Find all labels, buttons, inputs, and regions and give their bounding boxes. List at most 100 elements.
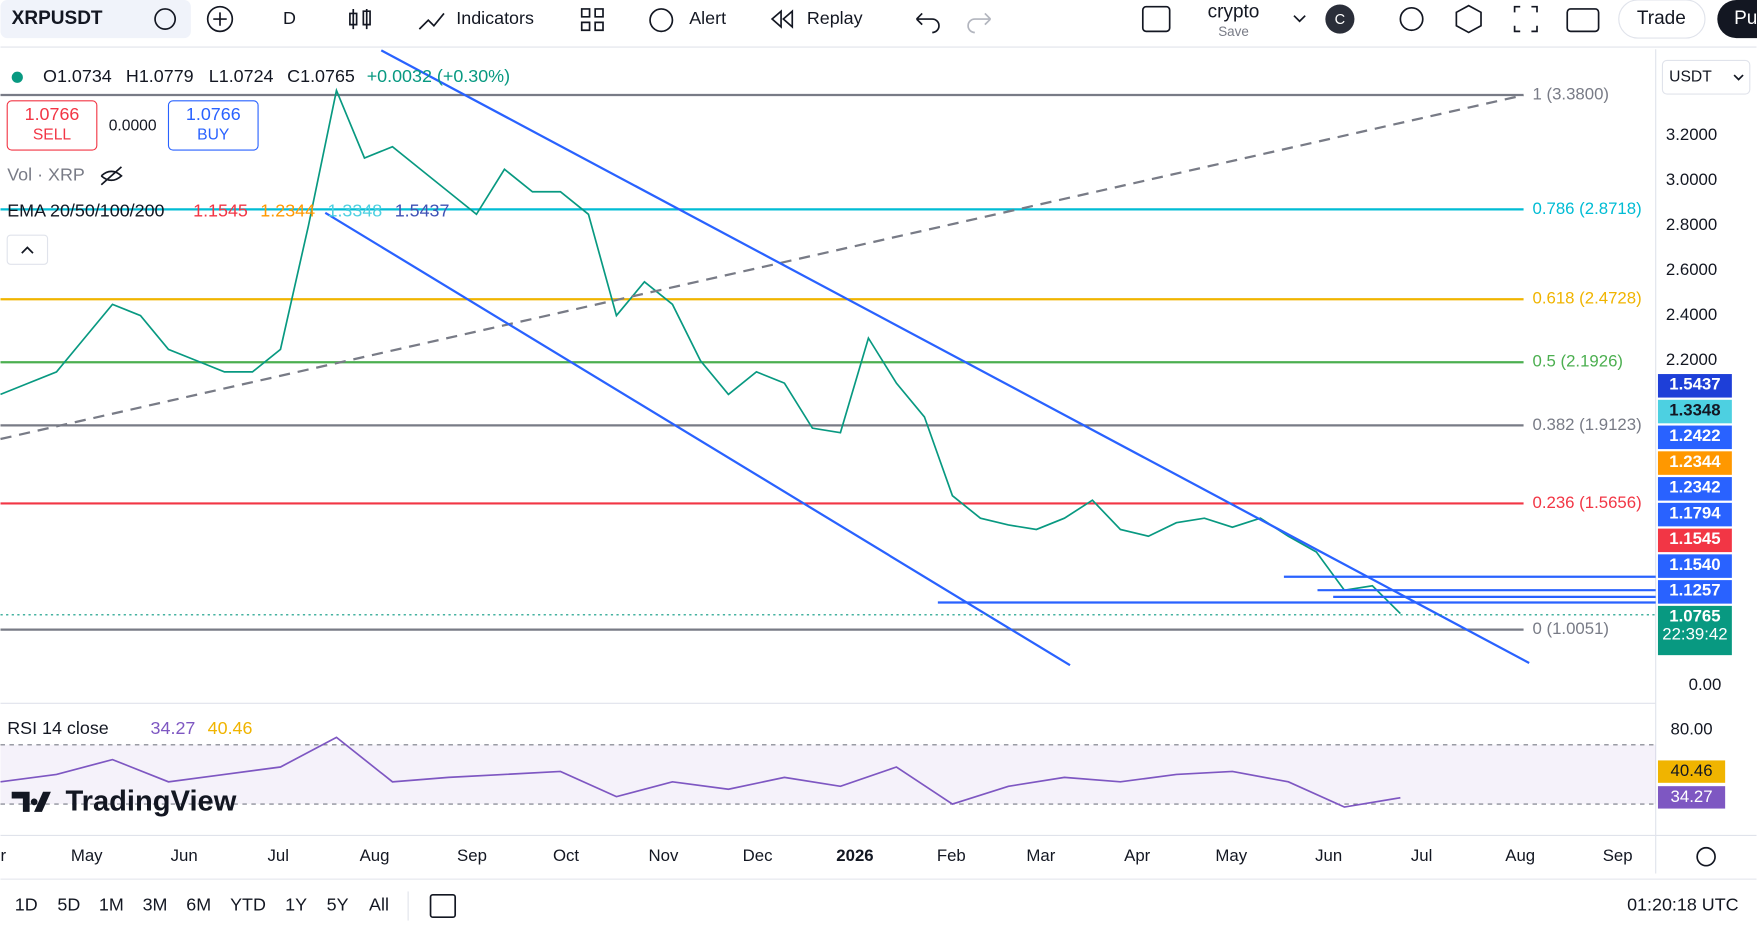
fullscreen-icon[interactable] — [1513, 5, 1538, 33]
rsi-badge — [1657, 786, 1726, 809]
price-line — [0, 87, 1401, 615]
ema-values: 1.1545 1.2344 1.3348 1.5437 — [193, 200, 449, 220]
symbol-box[interactable] — [0, 0, 191, 39]
candle-icon[interactable] — [349, 8, 371, 30]
fib-label: 1 (3.3800) — [1533, 84, 1610, 103]
volume-label: Vol · XRP — [7, 165, 85, 185]
rsi-line — [0, 736, 1401, 808]
range-button[interactable]: 1Y — [285, 895, 307, 915]
currency: USDT — [1669, 68, 1712, 85]
sell-button[interactable] — [6, 100, 98, 151]
logo-mark — [11, 791, 51, 812]
ema-value: 1.1545 — [193, 200, 248, 220]
range-button[interactable]: 6M — [186, 895, 211, 915]
channel-line — [324, 211, 1071, 667]
time-label: 2026 — [836, 846, 873, 865]
time-label: Dec — [743, 846, 773, 865]
buy-button[interactable] — [167, 100, 259, 151]
hide-icon[interactable] — [100, 166, 123, 186]
add-plus — [213, 12, 227, 26]
replay-icon[interactable] — [770, 9, 794, 29]
price-badge-text: 1.1540 — [1669, 555, 1720, 574]
currency-select[interactable] — [1661, 59, 1751, 95]
fib-label: 0.618 (2.4728) — [1533, 289, 1642, 308]
rsi-tick-label: 80.00 — [1671, 719, 1713, 738]
rsi-ma-badge — [1657, 760, 1726, 783]
channel-line — [380, 49, 1530, 664]
ema-value: 1.5437 — [395, 200, 450, 220]
price-tick-label: 2.6000 — [1666, 260, 1717, 279]
range-button[interactable]: All — [369, 895, 389, 915]
trade-button[interactable] — [1618, 0, 1706, 39]
ohlc-legend: O1.0734 H1.0779 L1.0724 C1.0765 +0.0032 (+0.… — [43, 66, 510, 86]
time-label: Sep — [457, 846, 487, 865]
ohlc-value: O1.0734 — [43, 66, 112, 86]
rsi-ma-badge-text: 40.46 — [1671, 761, 1713, 780]
range-button[interactable]: 1D — [15, 895, 38, 915]
ema-label: EMA 20/50/100/200 — [7, 200, 164, 220]
layout-arrow[interactable] — [1293, 15, 1306, 23]
fib-label: 0.236 (1.5656) — [1533, 493, 1642, 512]
plot — [0, 87, 1656, 808]
time-label: May — [71, 846, 103, 865]
avatar-letter: C — [1335, 12, 1346, 28]
price-badge — [1657, 477, 1732, 501]
price-tick-label: 2.2000 — [1666, 350, 1717, 369]
time-label: Apr — [1124, 846, 1151, 865]
price-badge-text: 1.2422 — [1669, 426, 1720, 445]
trend-line — [0, 94, 1524, 441]
collapse-button[interactable] — [6, 234, 49, 265]
time-label: Oct — [553, 846, 579, 865]
symbol-icon[interactable] — [154, 8, 177, 30]
price-badge — [1657, 605, 1732, 656]
toolbar-item[interactable]: Indicators — [456, 8, 534, 28]
toolbar-item[interactable]: Alert — [689, 8, 726, 28]
undo-icon[interactable] — [915, 12, 940, 34]
date-range-icon[interactable] — [429, 893, 457, 919]
time-label: Aug — [1505, 846, 1535, 865]
range-button[interactable]: 5D — [57, 895, 80, 915]
price-tick-label: 2.4000 — [1666, 305, 1717, 324]
ohlc-value: H1.0779 — [126, 66, 194, 86]
price-tick-label: 3.0000 — [1666, 170, 1717, 189]
time-label: Mar — [1026, 846, 1055, 865]
symbol[interactable]: XRPUSDT — [12, 8, 103, 29]
price-badge — [1657, 451, 1732, 475]
price-badge — [1657, 580, 1732, 604]
time-label: Nov — [649, 846, 679, 865]
layout-status: Save — [1218, 24, 1249, 39]
avatar[interactable] — [1325, 4, 1355, 34]
layout-icon[interactable] — [1141, 5, 1171, 33]
price-tick-label: 3.2000 — [1666, 125, 1717, 144]
buy-label: BUY — [197, 127, 230, 144]
alert-icon[interactable] — [649, 8, 674, 33]
templates-icon[interactable] — [580, 8, 604, 32]
time-label: Jun — [1315, 846, 1342, 865]
add-icon[interactable] — [206, 5, 234, 33]
publish-button[interactable] — [1717, 0, 1757, 39]
price-badge-text: 1.2344 — [1669, 452, 1721, 471]
time-label: Sep — [1603, 846, 1633, 865]
range-button[interactable]: 1M — [99, 895, 124, 915]
layout-name[interactable]: crypto — [1208, 1, 1260, 22]
redo-icon[interactable] — [967, 12, 992, 34]
indicators-icon[interactable] — [418, 12, 445, 30]
settings-icon[interactable] — [1455, 4, 1482, 34]
snapshot-icon[interactable] — [1566, 8, 1600, 33]
range-button[interactable]: YTD — [230, 895, 266, 915]
search-icon[interactable] — [1399, 6, 1424, 32]
logo: TradingView — [65, 786, 236, 818]
rsi-label: RSI 14 close — [7, 718, 109, 738]
toolbar-item[interactable]: Replay — [807, 8, 863, 28]
range-button[interactable]: 3M — [143, 895, 168, 915]
axis-settings-icon[interactable] — [1696, 846, 1716, 867]
time-label: May — [1215, 846, 1247, 865]
range-button[interactable]: 5Y — [327, 895, 349, 915]
time-label: r — [0, 846, 6, 865]
rsi-band — [0, 744, 1656, 805]
interval[interactable]: D — [283, 8, 296, 28]
ohlc-value: C1.0765 — [287, 66, 355, 86]
sell-price: 1.0766 — [25, 104, 80, 124]
ema-value: 1.3348 — [328, 200, 383, 220]
